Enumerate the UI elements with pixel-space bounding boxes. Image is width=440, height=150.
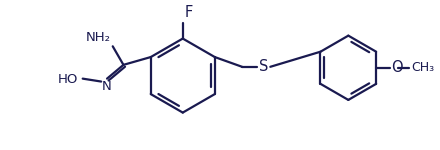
- Text: N: N: [102, 80, 112, 93]
- Text: S: S: [259, 59, 268, 74]
- Text: F: F: [185, 5, 193, 20]
- Text: CH₃: CH₃: [411, 61, 434, 74]
- Text: NH₂: NH₂: [86, 31, 111, 44]
- Text: O: O: [391, 60, 403, 75]
- Text: HO: HO: [58, 73, 78, 86]
